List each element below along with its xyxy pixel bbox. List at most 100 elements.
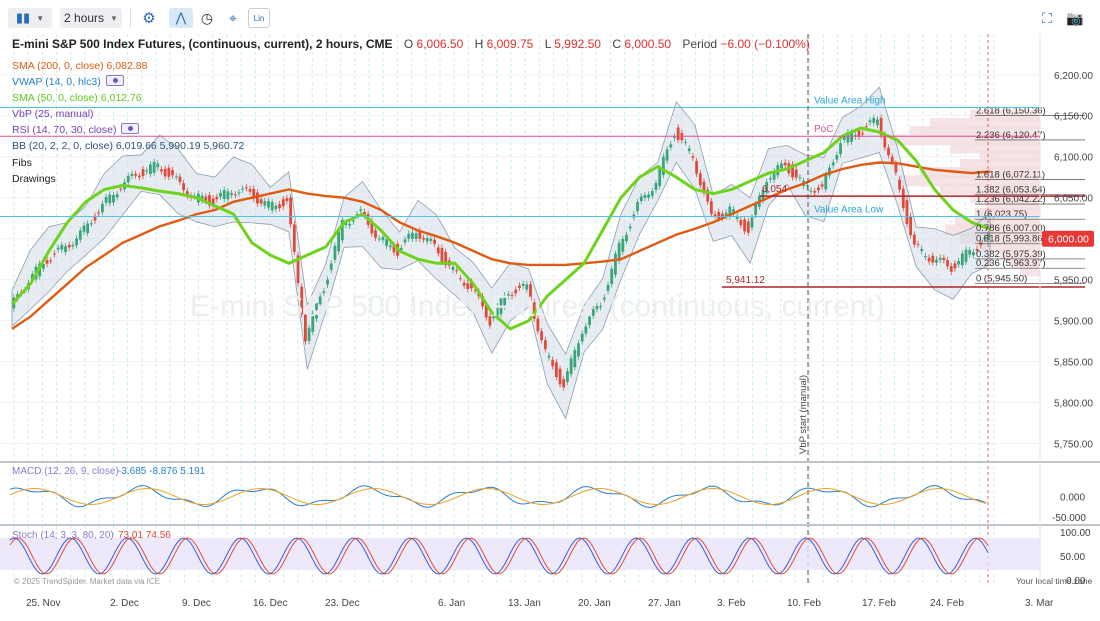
- lower-panes: MACD (12, 26, 9, close) -3.685 -8.876 5.1…: [0, 461, 1100, 587]
- candle-body: [879, 118, 883, 136]
- price-tick-label: 6,150.00: [1054, 112, 1093, 123]
- candle-body: [890, 156, 894, 163]
- candle-body: [521, 283, 525, 286]
- candle-body: [835, 155, 839, 160]
- indicator-sma50[interactable]: SMA (50, 0, close) 6,012.76: [12, 90, 244, 106]
- candle-body: [433, 239, 436, 244]
- candlesticks: [12, 114, 990, 391]
- volume-bar: [950, 142, 1040, 154]
- price-chart[interactable]: 2.618 (6,150.36) 2.236 (6,120.47) 1.618 (6…: [0, 34, 1100, 621]
- eye-icon[interactable]: [121, 123, 140, 135]
- indicator-label: SMA (50, 0, close): [12, 92, 98, 105]
- indicator-vwap[interactable]: VWAP (14, 0, hlc3): [12, 74, 244, 90]
- candle-body: [831, 162, 835, 166]
- candle-body: [735, 216, 739, 219]
- candle-body: [957, 261, 961, 265]
- clock-button[interactable]: ◷: [196, 8, 218, 28]
- copyright-text: © 2025 TrendSpider. Market data via ICE: [14, 577, 160, 586]
- candle-body: [93, 215, 97, 221]
- fullscreen-button[interactable]: ⛶: [1042, 10, 1052, 27]
- candle-body: [839, 143, 842, 155]
- candle-body: [698, 173, 702, 186]
- candle-body: [141, 169, 145, 176]
- date-tick-label: 3. Feb: [717, 598, 746, 609]
- period-label: Period: [682, 37, 718, 51]
- crosshair-icon: ⌖: [229, 9, 237, 26]
- candle-body: [215, 196, 219, 200]
- candle-body: [414, 233, 418, 239]
- candle-body: [233, 194, 237, 196]
- interval-select[interactable]: 2 hours ▼: [60, 8, 122, 28]
- candle-body: [222, 190, 226, 199]
- indicators-button[interactable]: ⋀: [169, 8, 193, 28]
- candle-body: [126, 175, 130, 183]
- candle-body: [650, 191, 654, 196]
- candle-body: [909, 216, 913, 236]
- candle-body: [359, 209, 363, 211]
- candle-body: [60, 244, 64, 250]
- candle-body: [137, 175, 141, 178]
- candle-body: [462, 282, 466, 286]
- candle-body: [411, 232, 414, 239]
- indicator-vbp[interactable]: VbP (25, manual): [12, 106, 244, 122]
- eye-icon[interactable]: [105, 75, 124, 87]
- indicator-bb[interactable]: BB (20, 2, 2, 0, close) 6,019.66 5,990.1…: [12, 138, 244, 154]
- candle-body: [927, 257, 931, 262]
- candle-body: [444, 252, 448, 266]
- candle-body: [351, 220, 355, 222]
- candle-body: [632, 214, 636, 218]
- price-tick-label: 5,800.00: [1054, 399, 1093, 410]
- candle-body: [518, 285, 521, 288]
- settings-button[interactable]: ⚙: [138, 8, 160, 28]
- candle-body: [514, 289, 518, 294]
- candle-body: [599, 305, 603, 308]
- candle-body: [816, 187, 820, 191]
- candle-body: [562, 379, 566, 388]
- candle-body: [204, 196, 208, 201]
- candle-body: [333, 245, 337, 260]
- chart-type-button[interactable]: ▮▮ ▼: [8, 8, 52, 28]
- candle-body: [857, 130, 861, 137]
- candle-body: [281, 199, 285, 207]
- date-tick-label: 10. Feb: [787, 598, 821, 609]
- open-value: 6,006.50: [416, 37, 464, 51]
- candle-body: [584, 326, 588, 334]
- indicator-rsi[interactable]: RSI (14, 70, 30, close): [12, 122, 244, 138]
- candle-body: [876, 119, 879, 126]
- screenshot-button[interactable]: 📷: [1066, 10, 1083, 27]
- indicator-drawings[interactable]: Drawings: [12, 171, 244, 187]
- linear-scale-button[interactable]: Lin: [248, 8, 270, 28]
- candle-body: [167, 167, 171, 177]
- fib-label: 1.618 (6,072.11): [976, 170, 1045, 181]
- crosshair-button[interactable]: ⌖: [222, 8, 244, 28]
- indicator-fibs[interactable]: Fibs: [12, 155, 244, 171]
- candle-body: [492, 316, 496, 319]
- candle-body: [614, 253, 617, 275]
- candle-body: [525, 284, 529, 290]
- candle-body: [315, 302, 318, 319]
- candle-body: [289, 197, 293, 225]
- low-label: L: [544, 37, 551, 51]
- candle-body: [326, 279, 329, 285]
- candle-body: [318, 296, 322, 305]
- candle-body: [983, 238, 986, 240]
- fib-label: 2.236 (6,120.47): [976, 130, 1046, 141]
- candle-body: [728, 206, 732, 217]
- volume-bar: [955, 216, 1040, 228]
- candle-body: [292, 224, 296, 252]
- indicator-value: 6,012.76: [100, 92, 142, 105]
- candle-body: [887, 147, 890, 156]
- macd-tick-label: 0.000: [1060, 493, 1085, 504]
- candle-body: [311, 313, 315, 332]
- candle-body: [160, 169, 163, 172]
- candle-body: [355, 214, 359, 216]
- candle-body: [348, 223, 352, 226]
- candle-body: [595, 306, 599, 310]
- indicator-sma200[interactable]: SMA (200, 0, close) 6,082.88: [12, 58, 244, 74]
- value-area-high-label: Value Area High: [814, 96, 886, 107]
- toolbar: ▮▮ ▼ 2 hours ▼ ⚙ ⋀ ◷ ⌖ Lin ⛶ 📷: [0, 0, 1100, 34]
- candle-body: [182, 183, 186, 190]
- candle-body: [219, 192, 222, 197]
- candle-body: [340, 219, 344, 241]
- indicator-label: RSI (14, 70, 30, close): [12, 124, 117, 137]
